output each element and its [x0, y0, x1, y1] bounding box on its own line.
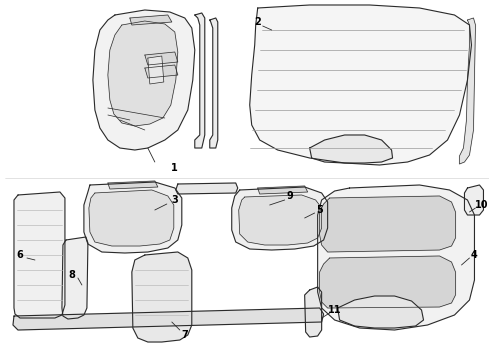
- Text: 8: 8: [69, 270, 75, 280]
- Polygon shape: [176, 183, 238, 194]
- Polygon shape: [148, 56, 164, 84]
- Text: 6: 6: [17, 250, 24, 260]
- Polygon shape: [338, 296, 423, 328]
- Text: 5: 5: [316, 205, 323, 215]
- Polygon shape: [14, 192, 65, 318]
- Polygon shape: [195, 13, 205, 148]
- Polygon shape: [108, 21, 178, 126]
- Polygon shape: [145, 52, 178, 65]
- Polygon shape: [465, 185, 484, 215]
- Polygon shape: [305, 287, 321, 337]
- Polygon shape: [132, 252, 192, 342]
- Polygon shape: [62, 237, 88, 319]
- Polygon shape: [13, 308, 323, 330]
- Text: 9: 9: [286, 191, 293, 201]
- Text: 1: 1: [172, 163, 178, 173]
- Polygon shape: [318, 185, 474, 330]
- Polygon shape: [319, 256, 456, 308]
- Text: 2: 2: [254, 17, 261, 27]
- Polygon shape: [319, 196, 456, 252]
- Polygon shape: [145, 65, 178, 78]
- Polygon shape: [84, 182, 182, 253]
- Polygon shape: [232, 187, 328, 250]
- Text: 4: 4: [471, 250, 478, 260]
- Polygon shape: [460, 18, 475, 164]
- Polygon shape: [93, 10, 195, 150]
- Text: 7: 7: [181, 330, 188, 340]
- Polygon shape: [89, 190, 174, 246]
- Polygon shape: [130, 15, 172, 25]
- Polygon shape: [239, 195, 321, 245]
- Polygon shape: [108, 181, 158, 189]
- Polygon shape: [250, 5, 471, 165]
- Polygon shape: [310, 135, 392, 163]
- Polygon shape: [210, 18, 218, 148]
- Text: 3: 3: [172, 195, 178, 205]
- Polygon shape: [258, 186, 308, 194]
- Text: 10: 10: [475, 200, 488, 210]
- Text: 11: 11: [328, 305, 342, 315]
